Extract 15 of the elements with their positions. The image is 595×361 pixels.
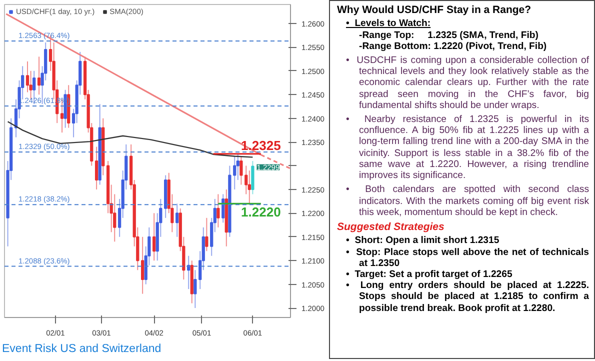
text: • Short: Open a limit short 1.2315 bbox=[345, 235, 500, 246]
annotation: 1.2325 bbox=[241, 138, 281, 153]
text: • Nearby resistance of 1.2325 is powerful in its confluence. A big 50% fib at 1.2225 lines up with a long-term falling trend line with a 200-day SMA in the vicinity. Support is less stable in a 38.2% fib of the same wave at 1.2220. However, a rising trendline improves its significance. bbox=[345, 114, 589, 182]
text: • Target: Set a profit target of 1.2265 bbox=[345, 268, 514, 280]
text: Why Would USD/CHF Stay in a Range? bbox=[337, 4, 532, 16]
text: -Range Top: 1.2325 (SMA, Trend, Fib) bbox=[359, 30, 538, 40]
text: Suggested Strategies bbox=[337, 221, 446, 234]
text: • Long entry orders should be placed at 1.2225. Stops should be placed at 1.2185 to confirm a possible trend break. Book profit at 1.2280. bbox=[345, 280, 589, 314]
text: Event Risk US and Switzerland bbox=[2, 342, 162, 357]
text: • Both calendars are spotted with second class indicators. With the markets coming off big event risk this week, momentum should be kept in check. bbox=[345, 184, 589, 218]
annotation: 1.2220 bbox=[241, 204, 281, 220]
text: • Stop: Place stops well above the net of technicals at 1.2350 bbox=[345, 246, 589, 269]
text: • Levels to Watch: bbox=[346, 18, 431, 30]
text: -Range Bottom: 1.2220 (Pivot, Trend, Fib) bbox=[359, 40, 547, 52]
text: • USDCHF is coming upon a considerable collection of technical levels and they look relatively stable as the economic calendar clears up. Further with the rate spread seen moving in the CHF’s favor, big fundamental shifts should be under wraps. bbox=[345, 54, 589, 112]
